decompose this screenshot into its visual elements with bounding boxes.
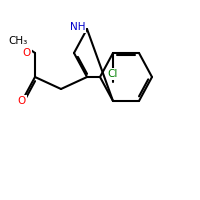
Text: CH₃: CH₃ — [8, 36, 28, 46]
Text: Cl: Cl — [108, 69, 118, 79]
Text: O: O — [23, 48, 31, 58]
Text: CH₃: CH₃ — [8, 36, 28, 46]
Text: O: O — [18, 96, 26, 106]
Text: CH₃: CH₃ — [8, 36, 28, 46]
Text: O: O — [18, 96, 26, 106]
Text: O: O — [23, 48, 31, 58]
Text: O: O — [23, 48, 31, 58]
Text: NH: NH — [70, 22, 86, 32]
Text: Cl: Cl — [108, 69, 118, 79]
Text: Cl: Cl — [108, 69, 118, 79]
Text: NH: NH — [70, 22, 86, 32]
Text: NH: NH — [70, 22, 86, 32]
Text: O: O — [18, 96, 26, 106]
